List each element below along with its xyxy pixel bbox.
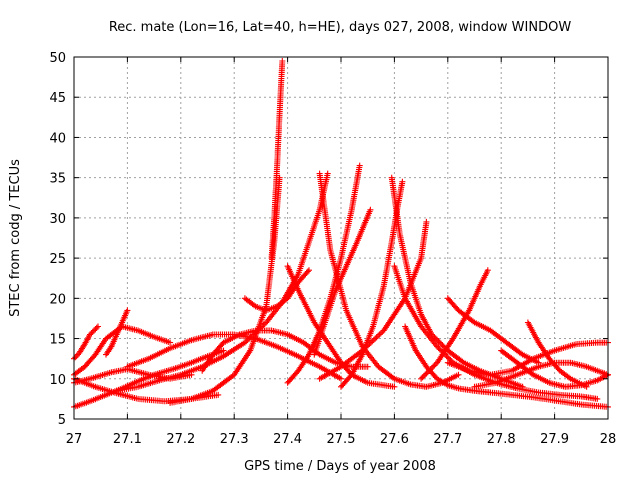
- data-point-markers: [124, 331, 344, 382]
- series-arc-13: [316, 170, 462, 390]
- x-tick-label: 27.2: [166, 432, 195, 447]
- y-tick-label: 50: [49, 51, 66, 66]
- data-point-markers: [402, 323, 611, 410]
- y-tick-label: 5: [58, 413, 66, 428]
- data-point-markers: [316, 170, 462, 390]
- y-tick-label: 25: [49, 252, 66, 267]
- data-point-markers: [444, 295, 542, 366]
- data-point-markers: [241, 267, 312, 314]
- y-tick-label: 45: [49, 91, 66, 106]
- y-axis-label: STEC from codg / TECUs: [8, 159, 23, 317]
- series-arc-10: [199, 327, 371, 374]
- x-tick-label: 27.6: [380, 432, 409, 447]
- x-axis-label: GPS time / Days of year 2008: [244, 459, 436, 474]
- chart-title: Rec. mate (Lon=16, Lat=40, h=HE), days 0…: [109, 20, 572, 35]
- data-point-markers: [524, 319, 590, 390]
- series-arc-17: [388, 174, 526, 390]
- series-arc-27: [241, 267, 312, 314]
- y-tick-label: 35: [49, 172, 66, 187]
- data-point-markers: [418, 267, 491, 382]
- y-tick-label: 15: [49, 333, 66, 348]
- data-point-markers: [311, 206, 374, 358]
- series-arc-26: [124, 331, 344, 382]
- y-tick-label: 10: [49, 373, 66, 388]
- x-tick-label: 28: [600, 432, 617, 447]
- x-tick-label: 27.4: [273, 432, 302, 447]
- data-point-markers: [268, 58, 286, 262]
- series-arc-23: [471, 359, 611, 390]
- y-tick-label: 30: [49, 212, 66, 227]
- data-points: [71, 58, 611, 410]
- series-arc-19: [402, 323, 611, 410]
- x-tick-label: 27.3: [220, 432, 249, 447]
- data-point-markers: [199, 327, 371, 374]
- x-tick-label: 27: [66, 432, 83, 447]
- series-arc-4: [103, 307, 131, 358]
- x-tick-label: 27.7: [433, 432, 462, 447]
- axis-ticks: 27 27.1 27.2 27.3 27.4 27.5 27.6 27.7 27.8 27.9 28…: [49, 51, 616, 447]
- series-arc-12: [311, 206, 374, 358]
- y-tick-label: 40: [49, 131, 66, 146]
- data-point-markers: [388, 174, 526, 390]
- x-tick-label: 27.1: [113, 432, 142, 447]
- data-point-markers: [471, 359, 611, 390]
- y-tick-label: 20: [49, 292, 66, 307]
- series-arc-20: [418, 267, 491, 382]
- series-arc-9: [268, 58, 286, 262]
- x-tick-label: 27.9: [540, 432, 569, 447]
- x-tick-label: 27.8: [487, 432, 516, 447]
- series-arc-21: [444, 295, 542, 366]
- data-point-markers: [103, 307, 131, 358]
- x-tick-label: 27.5: [327, 432, 356, 447]
- series-arc-25: [524, 319, 590, 390]
